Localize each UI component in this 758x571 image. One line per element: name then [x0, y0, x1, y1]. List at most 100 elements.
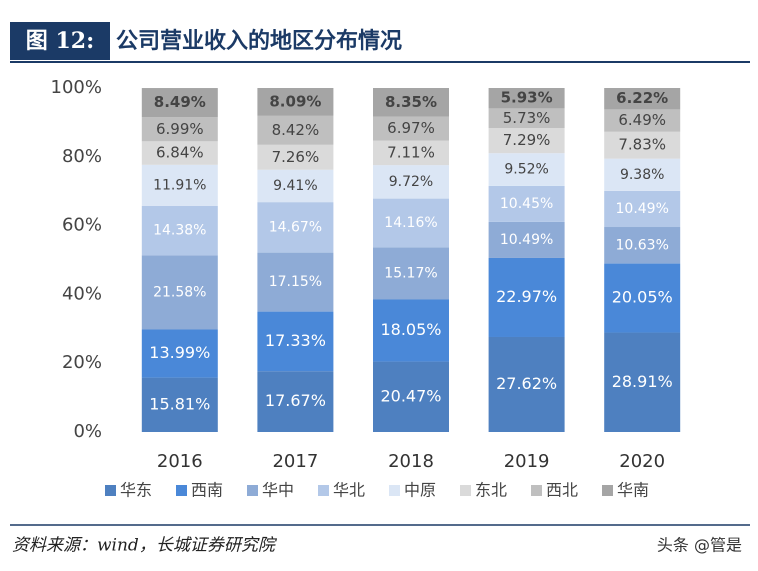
data-label: 8.35%: [385, 93, 437, 111]
data-label: 5.73%: [503, 109, 551, 127]
data-label: 13.99%: [149, 343, 210, 362]
data-label: 20.47%: [380, 386, 441, 405]
data-label: 14.16%: [384, 215, 437, 231]
legend-swatch: [531, 485, 542, 496]
data-label: 17.67%: [265, 391, 326, 410]
data-label: 18.05%: [380, 320, 441, 339]
data-label: 15.81%: [149, 394, 210, 413]
x-tick-label: 2017: [272, 451, 318, 472]
data-label: 10.49%: [616, 201, 669, 217]
data-label: 7.26%: [272, 148, 320, 166]
bar-segment: [604, 88, 681, 110]
legend-label: 西南: [191, 481, 223, 500]
data-label: 8.42%: [272, 121, 320, 139]
bar-segment: [257, 88, 334, 116]
bar-segment: [604, 131, 681, 159]
y-tick-label: 60%: [62, 215, 102, 236]
x-tick-label: 2019: [504, 451, 550, 472]
bar-segment: [141, 377, 218, 432]
data-label: 11.91%: [153, 177, 206, 193]
bar-segment: [488, 128, 565, 154]
data-label: 6.84%: [156, 144, 204, 162]
bar-segment: [141, 141, 218, 165]
bar-segment: [141, 329, 218, 378]
bar-segment: [604, 263, 681, 333]
data-label: 6.49%: [618, 111, 666, 129]
data-label: 9.41%: [273, 178, 317, 194]
y-tick-label: 0%: [73, 421, 102, 442]
data-label: 27.62%: [496, 374, 557, 393]
bar-segment: [257, 115, 334, 145]
legend-label: 西北: [546, 481, 578, 500]
bar-segment: [257, 169, 334, 203]
figure-label: 图 12:: [26, 28, 94, 54]
data-label: 10.63%: [616, 237, 669, 253]
bar-segment: [488, 257, 565, 337]
bar-segment: [373, 299, 449, 362]
data-label: 8.49%: [154, 93, 206, 111]
data-label: 9.72%: [389, 174, 433, 190]
legend-swatch: [176, 485, 187, 496]
data-label: 20.05%: [612, 288, 673, 307]
bar-segment: [257, 371, 334, 432]
data-label: 7.11%: [387, 143, 435, 161]
bar-segment: [257, 311, 334, 372]
bar-segment: [604, 158, 681, 191]
bar-segment: [373, 88, 449, 117]
legend-swatch: [247, 485, 258, 496]
bar-segment: [141, 205, 218, 256]
data-label: 14.38%: [153, 223, 206, 239]
data-label: 28.91%: [612, 372, 673, 391]
bar-segment: [141, 164, 218, 206]
y-tick-label: 100%: [51, 77, 102, 98]
data-label: 10.45%: [500, 196, 553, 212]
x-tick-label: 2018: [388, 451, 434, 472]
bar-segment: [488, 185, 565, 222]
data-label: 14.67%: [269, 219, 322, 235]
bar-segment: [604, 332, 681, 432]
bar-segment: [373, 247, 449, 300]
x-tick-label: 2016: [157, 451, 203, 472]
legend-label: 华中: [262, 481, 294, 500]
legend-label: 东北: [475, 481, 507, 500]
y-tick-label: 40%: [62, 283, 102, 304]
y-tick-label: 20%: [62, 352, 102, 373]
data-label: 22.97%: [496, 287, 557, 306]
bar-segment: [257, 252, 334, 312]
data-label: 9.38%: [620, 167, 664, 183]
watermark: 头条 @管是: [657, 536, 742, 555]
bar-segment: [488, 153, 565, 186]
legend-label: 华北: [333, 481, 365, 500]
chart-title: 公司营业收入的地区分布情况: [116, 28, 402, 54]
source-note: 资料来源：wind，长城证券研究院: [12, 536, 278, 556]
bar-segment: [373, 116, 449, 141]
data-label: 21.58%: [153, 284, 206, 300]
bar-segment: [373, 361, 449, 432]
data-label: 6.99%: [156, 120, 204, 138]
bar-segment: [604, 227, 681, 264]
data-label: 7.29%: [503, 131, 551, 149]
legend-swatch: [602, 485, 613, 496]
data-label: 17.33%: [265, 331, 326, 350]
data-label: 6.97%: [387, 119, 435, 137]
bar-segment: [141, 117, 218, 142]
legend-label: 华东: [120, 481, 152, 500]
bar-segment: [604, 190, 681, 228]
x-tick-label: 2020: [619, 451, 665, 472]
legend-swatch: [105, 485, 116, 496]
bar-segment: [257, 202, 334, 253]
bar-segment: [488, 88, 565, 109]
bar-segment: [141, 255, 218, 330]
data-label: 8.09%: [269, 92, 321, 110]
bar-segment: [488, 336, 565, 432]
figure-label-box: [10, 22, 110, 60]
bar-segment: [373, 140, 449, 166]
bar-segment: [604, 109, 681, 132]
legend-label: 中原: [404, 481, 436, 500]
data-label: 9.52%: [504, 162, 548, 178]
data-label: 6.22%: [616, 89, 668, 107]
legend-swatch: [460, 485, 471, 496]
y-tick-label: 80%: [62, 146, 102, 167]
